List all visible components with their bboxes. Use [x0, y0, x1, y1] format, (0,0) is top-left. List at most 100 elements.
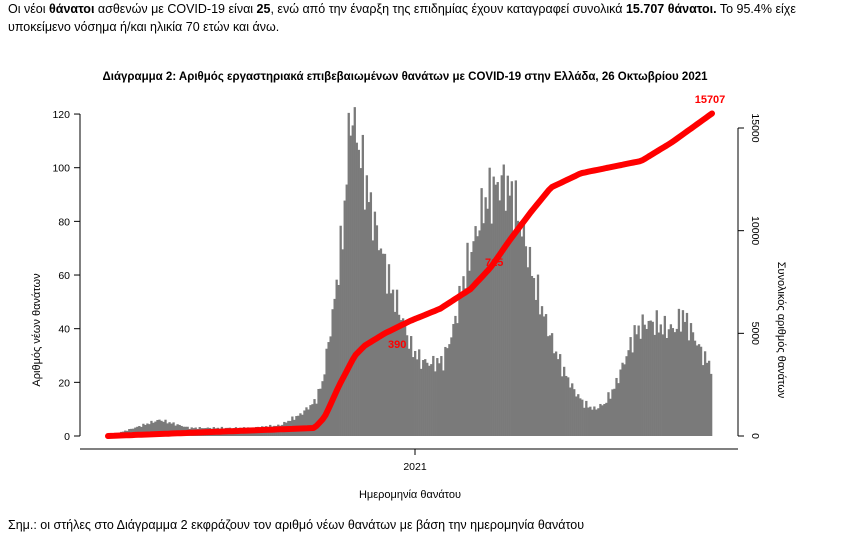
daily-deaths-bar	[424, 359, 427, 436]
daily-deaths-bar	[486, 208, 489, 436]
daily-deaths-bar	[663, 315, 666, 436]
daily-deaths-bar	[490, 223, 493, 436]
daily-deaths-bar	[530, 275, 534, 436]
daily-deaths-bar	[170, 423, 173, 436]
daily-deaths-bar	[635, 334, 638, 436]
daily-deaths-bar	[351, 125, 354, 437]
daily-deaths-bar	[436, 358, 439, 436]
daily-deaths-bar	[697, 344, 701, 436]
daily-deaths-bar	[685, 312, 689, 436]
daily-deaths-bar	[641, 314, 644, 436]
daily-deaths-bar	[524, 246, 528, 436]
daily-deaths-bar	[385, 293, 389, 436]
daily-deaths-bar	[687, 340, 691, 436]
daily-deaths-bar	[520, 236, 524, 436]
daily-deaths-bar	[387, 264, 391, 436]
daily-deaths-bar	[665, 338, 668, 436]
y-tick-label: 120	[52, 109, 70, 121]
daily-deaths-bar	[575, 396, 578, 436]
daily-deaths-bar	[657, 332, 660, 436]
daily-deaths-bar	[377, 250, 381, 436]
daily-deaths-bar	[703, 351, 707, 436]
daily-deaths-bar	[585, 400, 588, 436]
daily-deaths-bar	[476, 236, 479, 436]
daily-deaths-bar	[623, 364, 626, 436]
daily-deaths-bar	[603, 403, 606, 436]
daily-deaths-bar	[361, 134, 364, 436]
daily-deaths-bar	[597, 408, 600, 436]
daily-deaths-bar	[383, 253, 387, 436]
daily-deaths-bar	[444, 346, 447, 436]
daily-deaths-bar	[540, 306, 544, 436]
intro-bold-new-deaths: 25	[256, 2, 271, 16]
daily-deaths-bar	[339, 225, 342, 436]
daily-deaths-bar	[617, 383, 620, 436]
intro-bold-total-deaths: 15.707 θάνατοι.	[625, 2, 717, 16]
daily-deaths-bar	[456, 323, 459, 436]
daily-deaths-bar	[673, 332, 677, 436]
daily-deaths-bar	[319, 388, 322, 436]
daily-deaths-bar	[482, 223, 485, 436]
deaths-chart: Διάγραμμα 2: Αριθμός εργαστηριακά επιβεβ…	[31, 71, 787, 501]
daily-deaths-bar	[317, 388, 320, 436]
daily-deaths-bar	[587, 407, 590, 436]
daily-deaths-bar	[512, 231, 515, 436]
daily-deaths-bar	[542, 316, 546, 436]
daily-deaths-bar	[695, 345, 699, 436]
daily-deaths-bar	[701, 365, 705, 436]
daily-deaths-bar	[154, 421, 157, 436]
daily-deaths-bar	[299, 413, 302, 436]
daily-deaths-bar	[492, 176, 495, 436]
daily-deaths-bar	[639, 338, 642, 436]
daily-deaths-bar	[158, 419, 161, 436]
daily-deaths-bar	[498, 200, 501, 436]
daily-deaths-bar	[333, 298, 336, 436]
daily-deaths-bar	[468, 270, 471, 436]
daily-deaths-bar	[355, 142, 358, 437]
daily-deaths-bar	[359, 168, 362, 436]
daily-deaths-bar	[689, 323, 693, 436]
cumulative-deaths-line	[105, 110, 715, 439]
daily-deaths-bar	[393, 311, 397, 436]
y-axis-label: Αριθμός νέων θανάτων	[31, 273, 43, 387]
daily-deaths-bar	[625, 356, 628, 436]
daily-deaths-bar	[156, 419, 159, 436]
daily-deaths-bar	[601, 405, 604, 436]
daily-deaths-bar	[134, 427, 137, 436]
daily-deaths-bar	[369, 192, 373, 436]
daily-deaths-bar	[484, 197, 487, 436]
daily-deaths-bar	[460, 295, 463, 436]
daily-deaths-bar	[405, 335, 409, 436]
daily-deaths-bar	[558, 354, 562, 436]
daily-deaths-bar	[307, 409, 310, 436]
daily-deaths-bar	[365, 175, 369, 436]
daily-deaths-bar	[309, 405, 312, 436]
daily-deaths-bar	[516, 220, 520, 436]
daily-deaths-bar	[534, 299, 538, 436]
daily-deaths-bar	[565, 375, 568, 436]
daily-deaths-bar	[416, 359, 419, 436]
daily-deaths-bar	[347, 112, 350, 436]
daily-deaths-bar	[679, 331, 683, 436]
daily-deaths-bar	[567, 377, 570, 436]
daily-deaths-bar	[550, 333, 554, 436]
daily-deaths-bar	[426, 362, 429, 436]
annotation-15707: 15707	[695, 94, 726, 106]
daily-deaths-bar	[410, 336, 413, 436]
daily-deaths-bar	[150, 420, 153, 436]
y-tick-label: 20	[58, 377, 70, 389]
daily-deaths-bar	[327, 342, 330, 436]
daily-deaths-bar	[528, 246, 532, 436]
daily-deaths-bar	[691, 332, 695, 436]
daily-deaths-bar	[357, 149, 360, 436]
daily-deaths-bar	[561, 376, 564, 436]
daily-deaths-bar	[403, 325, 407, 436]
daily-deaths-bar	[506, 175, 509, 436]
daily-deaths-bar	[613, 388, 616, 436]
daily-deaths-bar	[504, 210, 507, 436]
daily-deaths-bar	[591, 409, 594, 436]
intro-paragraph: Οι νέοι θάνατοι ασθενών με COVID-19 είνα…	[8, 0, 843, 36]
daily-deaths-bar	[544, 314, 548, 436]
daily-deaths-bar	[683, 321, 687, 436]
daily-deaths-bar	[627, 350, 630, 436]
